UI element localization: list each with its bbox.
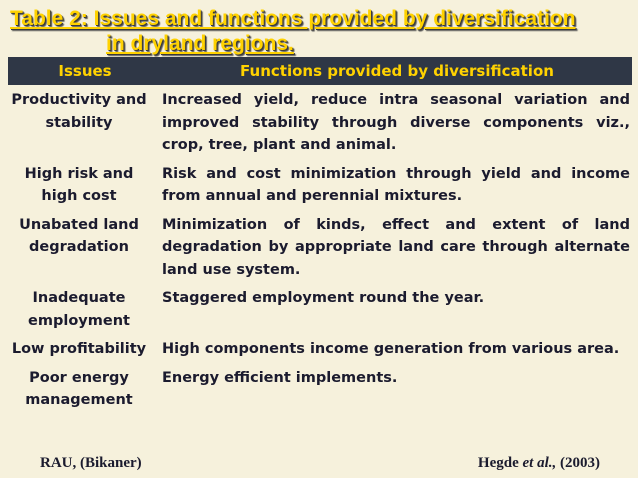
year: (2003) bbox=[560, 455, 600, 471]
footer: RAU, (Bikaner) Hegde et al., (2003) bbox=[40, 455, 600, 472]
header-row: Issues Functions provided by diversifica… bbox=[8, 57, 632, 85]
function-cell: Increased yield, reduce intra seasonal v… bbox=[162, 92, 630, 153]
issue-cell: Productivity and stability bbox=[11, 92, 147, 131]
function-cell: Staggered employment round the year. bbox=[162, 290, 485, 306]
table-row: Unabated land degradation Minimization of… bbox=[8, 210, 632, 284]
table-body: Productivity and stability Increased yiel… bbox=[8, 85, 632, 414]
table-row: Productivity and stability Increased yiel… bbox=[8, 85, 632, 159]
header-cell: Functions provided by diversification bbox=[162, 57, 632, 85]
header-cell: Issues bbox=[8, 57, 162, 85]
citation: Hegde et al., (2003) bbox=[478, 455, 600, 472]
function-cell: High components income generation from v… bbox=[162, 341, 620, 357]
table-row: High risk and high cost Risk and cost min… bbox=[8, 159, 632, 210]
title-line: Table 2: Issues and functions provided b… bbox=[10, 7, 576, 30]
issue-cell: Low profitability bbox=[11, 341, 147, 357]
et-al: et al., bbox=[522, 455, 557, 471]
issue-cell: Poor energy management bbox=[25, 369, 133, 409]
table: Issues Functions provided by diversifica… bbox=[8, 57, 632, 414]
function-cell: Energy efficient implements. bbox=[162, 369, 398, 386]
table-row: Poor energy management Energy efficient i… bbox=[8, 363, 632, 414]
source: RAU, (Bikaner) bbox=[40, 455, 142, 471]
title-line: in dryland regions. bbox=[106, 32, 294, 55]
issue-cell: Unabated land degradation bbox=[19, 216, 139, 256]
author: Hegde bbox=[477, 455, 519, 471]
table-row: Inadequate employment Staggered employmen… bbox=[8, 283, 632, 334]
function-cell: Risk and cost minimization through yield… bbox=[162, 165, 630, 205]
function-cell: Minimization of kinds, effect and extent… bbox=[162, 216, 630, 278]
table-row: Low profitability High components income … bbox=[8, 334, 632, 363]
slide-title: Table 2: Issues and functions provided b… bbox=[10, 6, 630, 56]
issue-cell: Inadequate employment bbox=[28, 290, 130, 329]
issue-cell: High risk and high cost bbox=[24, 165, 134, 205]
